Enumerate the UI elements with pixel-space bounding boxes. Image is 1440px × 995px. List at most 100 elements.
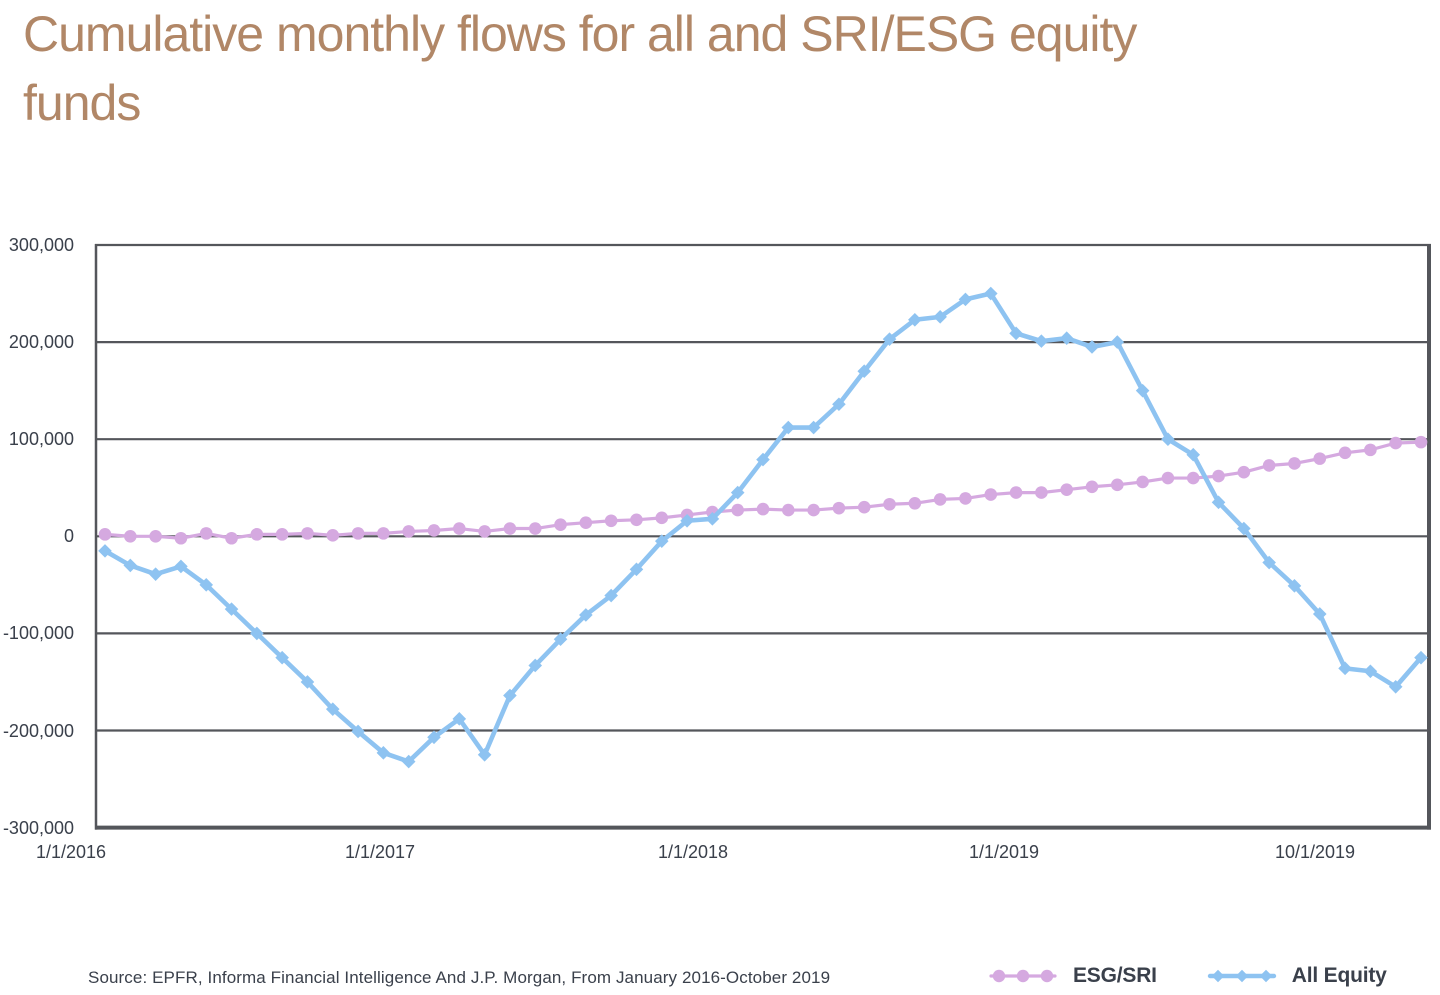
all-equity-marker [1059,331,1074,346]
legend: ESG/SRI All Equity [988,964,1387,988]
all-equity-marker [908,312,922,327]
all-equity-marker [1211,495,1226,510]
all-equity-marker [1009,326,1023,341]
all-equity-marker [1338,661,1352,676]
esg-sri-marker [1085,480,1099,494]
esg-sri-marker [528,522,542,535]
esg-sri-marker [1136,475,1149,489]
esg-sri-marker [655,511,669,525]
esg-sri-marker [98,528,112,541]
esg-sri-marker [731,503,744,517]
esg-sri-marker [124,530,137,543]
all-equity-marker [148,567,163,581]
all-equity-marker [1262,555,1276,570]
legend-all-equity-marker-sample [1207,969,1276,983]
y-tick-label: 300,000 [8,235,74,255]
all-equity-marker [1388,680,1403,694]
esg-sri-marker [275,528,289,541]
all-equity-marker [275,650,289,665]
all-equity-marker [325,702,340,716]
esg-sri-marker [1288,457,1301,470]
all-equity-marker [376,746,391,760]
all-equity-marker [1312,607,1327,621]
y-tick-label: -100,000 [2,623,74,644]
esg-sri-marker [1212,469,1225,483]
all-equity-marker [477,747,492,762]
y-tick-label: -300,000 [2,817,74,838]
esg-sri-marker [1338,446,1352,460]
legend-item-all-equity: All Equity [1207,964,1387,988]
all-equity-marker [123,558,138,573]
legend-diamond-marker-icon [1259,969,1272,983]
legend-diamond-marker-icon [1211,969,1224,983]
all-equity-marker [1414,650,1428,665]
all-equity-marker [806,420,821,435]
x-tick-label: 10/1/2019 [1274,842,1356,862]
legend-label-esg-sri: ESG/SRI [1073,964,1157,987]
esg-sri-marker [503,522,517,535]
legend-circle-marker-icon [992,969,1006,983]
all-equity-marker [427,730,441,745]
esg-sri-marker [782,503,795,517]
esg-sri-marker [351,527,365,540]
esg-sri-marker [1364,443,1377,457]
all-equity-marker [401,754,416,769]
all-equity-marker [1237,521,1251,536]
y-tick-label: -200,000 [2,720,74,741]
legend-item-esg-sri: ESG/SRI [988,964,1157,988]
esg-sri-marker [301,527,314,540]
esg-sri-marker [402,525,415,538]
all-equity-marker [351,724,365,739]
all-equity-marker [730,485,745,500]
all-equity-marker [781,420,796,435]
all-equity-line [102,291,1424,764]
esg-sri-marker [1414,435,1428,449]
esg-sri-marker [959,492,972,505]
legend-circle-marker-icon [1040,969,1054,983]
x-tick-label: 1/1/2019 [968,842,1040,862]
esg-sri-marker [908,496,922,510]
all-equity-marker [1034,334,1049,348]
chart-title: Cumulative monthly flows for all and SRI… [23,6,1137,131]
all-equity-marker [98,544,112,558]
all-equity-marker [756,452,770,467]
all-equity-marker [705,512,720,526]
all-equity-marker [654,534,669,548]
esg-sri-marker [1237,465,1251,479]
esg-sri-marker [1389,436,1402,450]
esg-sri-marker [326,529,340,542]
esg-sri-marker [199,527,213,540]
esg-sri-marker [756,502,770,516]
all-equity-marker [1135,383,1150,398]
all-equity-marker [174,559,188,574]
esg-sri-marker [250,528,264,541]
esg-sri-marker [984,488,998,501]
esg-sri-marker [453,522,466,535]
esg-sri-marker [174,531,188,545]
all-equity-marker [1161,432,1175,446]
esg-sri-marker [1035,486,1048,499]
legend-circle-marker-icon [1016,969,1030,983]
all-equity-marker [553,632,568,647]
esg-sri-marker [1009,486,1023,499]
esg-sri-marker [1313,452,1327,465]
esg-sri-marker [832,501,846,515]
esg-sri-marker [225,531,238,545]
legend-diamond-marker-icon [1235,969,1248,983]
all-equity-marker [1085,340,1099,354]
all-equity-marker [250,626,264,641]
y-tick-label: 0 [63,526,74,547]
all-equity-marker [1186,447,1201,462]
all-equity-marker [983,286,998,301]
all-equity-marker [604,588,618,603]
all-equity-marker [528,658,543,673]
esg-sri-marker [478,525,491,538]
all-equity-marker [832,397,846,412]
all-equity-marker [199,578,214,592]
all-equity-marker [1110,335,1125,349]
esg-sri-marker [1262,459,1276,472]
all-equity-marker [300,675,315,689]
esg-sri-marker [630,513,643,527]
